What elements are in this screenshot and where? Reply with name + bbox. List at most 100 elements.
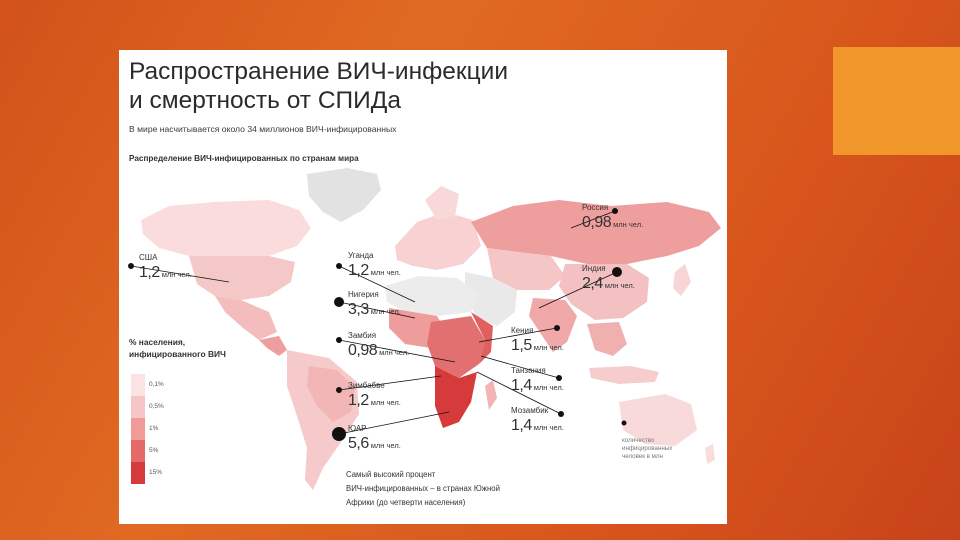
legend-label-2: 1% [149,425,159,432]
dot-zimbabwe [336,387,342,393]
legend-label-4: 15% [149,469,163,476]
mozambique-unit: млн чел. [533,423,564,432]
label-zambia-value: 0,98 млн чел. [348,342,409,360]
label-kenya-name: Кения [511,326,534,335]
dot-mozambique [558,411,564,417]
region-russia [471,200,721,264]
leader-nigeria [338,301,416,319]
south-africa-unit: млн чел. [370,441,401,450]
footnote: Самый высокий процент ВИЧ-инфицированных… [346,468,500,510]
region-madagascar [485,380,497,410]
legend-swatch-0 [131,374,145,396]
footnote-line-1: Самый высокий процент [346,470,436,479]
region-scandinavia [425,186,459,220]
leader-russia [570,210,616,229]
label-india-value: 2,4 млн чел. [582,275,635,293]
dot-india [612,267,622,277]
label-mozambique-value: 1,4 млн чел. [511,417,564,435]
dot-size-legend: количество инфицированных человек в млн [622,437,672,461]
leader-tanzania [480,355,560,379]
legend-title-line-1: % населения, [129,337,186,347]
russia-number: 0,98 [582,214,612,231]
mozambique-number: 1,4 [511,417,532,434]
kenya-number: 1,5 [511,337,532,354]
usa-number: 1,2 [139,264,160,281]
dot-south-africa [332,427,346,441]
label-mozambique-name: Мозамбик [511,406,549,415]
subtitle: В мире насчитывается около 34 миллионов … [129,124,397,134]
dot-legend-line-1: количество [622,437,655,444]
zambia-unit: млн чел. [379,348,410,357]
region-north-africa [385,276,479,316]
region-central-america [259,336,287,356]
zimbabwe-number: 1,2 [348,392,369,409]
label-usa-value: 1,2 млн чел. [139,264,192,282]
legend-swatch-3 [131,440,145,462]
region-east-africa [471,312,493,364]
kenya-unit: млн чел. [533,343,564,352]
region-australia [619,394,697,446]
region-mexico [215,296,277,340]
dot-legend-line-3: человек в млн [622,453,663,460]
region-europe [395,212,481,270]
dot-kenya [554,325,560,331]
usa-unit: млн чел. [161,270,192,279]
legend-label-0: 0,1% [149,381,164,388]
india-unit: млн чел. [604,281,635,290]
legend-label-3: 5% [149,447,159,454]
label-kenya-value: 1,5 млн чел. [511,337,564,355]
legend-swatch-2 [131,418,145,440]
label-tanzania-name: Танзания [511,366,546,375]
india-number: 2,4 [582,275,603,292]
dot-nigeria [334,297,344,307]
leader-uganda [338,265,416,303]
tanzania-unit: млн чел. [533,383,564,392]
dots [128,208,627,441]
dot-zambia [336,337,342,343]
region-china [559,264,649,320]
legend-swatch-1 [131,396,145,418]
south-africa-number: 5,6 [348,435,369,452]
dot-legend-line-2: инфицированных [622,445,673,452]
legend-title: % населения, инфицированного ВИЧ [129,336,226,360]
leader-lines [130,210,618,435]
leader-india [538,271,618,309]
footnote-line-2: ВИЧ-инфицированных – в странах Южной [346,484,500,493]
label-south-africa-name: ЮАР [348,424,367,433]
infographic-card: Распространение ВИЧ-инфекции и смертност… [119,50,727,524]
region-canada [141,200,311,258]
dot-tanzania [556,375,562,381]
region-central-asia [487,248,565,290]
dot-legend-sample [621,420,627,426]
label-uganda-name: Уганда [348,251,374,260]
leader-zambia [338,339,456,363]
title-line-2: и смертность от СПИДа [129,87,401,114]
nigeria-unit: млн чел. [370,307,401,316]
leader-usa [130,265,230,283]
legend-swatch-4 [131,462,145,484]
leader-mozambique [476,371,562,415]
uganda-number: 1,2 [348,262,369,279]
accent-square [833,47,960,155]
region-indonesia [589,366,659,384]
map-caption: Распределение ВИЧ-инфицированных по стра… [129,154,359,163]
label-tanzania-value: 1,4 млн чел. [511,377,564,395]
region-new-zealand [705,444,715,464]
dot-russia [612,208,618,214]
dot-uganda [336,263,342,269]
footnote-line-3: Африки (до четверти населения) [346,498,466,507]
label-usa-name: США [139,253,158,262]
russia-unit: млн чел. [613,220,644,229]
leader-south-africa [338,411,450,435]
label-uganda-value: 1,2 млн чел. [348,262,401,280]
region-greenland [307,168,381,222]
label-south-africa-value: 5,6 млн чел. [348,435,401,453]
label-zimbabwe-value: 1,2 млн чел. [348,392,401,410]
label-russia-name: Россия [582,203,609,212]
region-usa [189,256,295,300]
label-zambia-name: Замбия [348,331,377,340]
world-map [128,168,721,490]
label-nigeria-name: Нигерия [348,290,379,299]
region-middle-east [465,272,517,326]
label-russia-value: 0,98 млн чел. [582,214,643,232]
